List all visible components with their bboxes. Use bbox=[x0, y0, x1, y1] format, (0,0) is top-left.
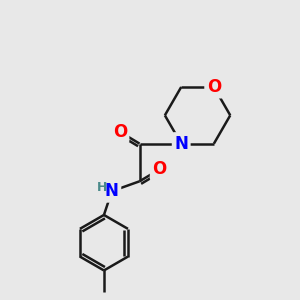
Text: N: N bbox=[105, 182, 119, 200]
Text: O: O bbox=[113, 123, 127, 141]
Text: O: O bbox=[207, 78, 221, 96]
Text: H: H bbox=[97, 181, 107, 194]
Text: O: O bbox=[152, 160, 167, 178]
Text: N: N bbox=[174, 135, 188, 153]
